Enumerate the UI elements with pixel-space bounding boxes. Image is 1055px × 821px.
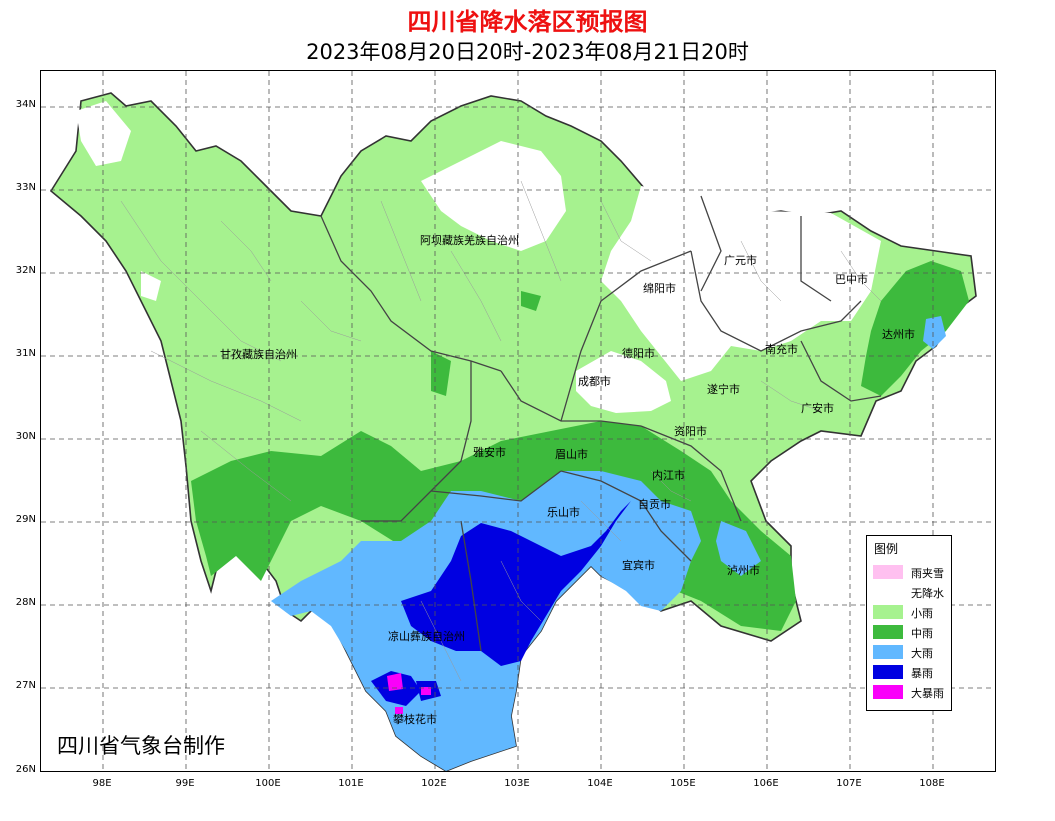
extreme-rain-3: [395, 707, 403, 714]
legend-swatch: [873, 565, 903, 579]
city-label-guangyuan: 广元市: [724, 254, 757, 267]
lat-label-34: 34N: [15, 99, 36, 110]
city-label-meishan: 眉山市: [555, 448, 588, 461]
graticule: [41, 71, 995, 771]
city-label-luzhou: 泸州市: [727, 564, 760, 577]
moderate-rain-patch-1: [521, 291, 541, 311]
city-label-ganzi: 甘孜藏族自治州: [220, 348, 297, 361]
legend-label: 无降水: [911, 587, 944, 600]
issuer-credit: 四川省气象台制作: [57, 734, 225, 758]
city-label-neijiang: 内江市: [652, 469, 685, 482]
lat-label-32: 32N: [15, 265, 36, 276]
no-rain-west-2: [141, 271, 161, 301]
legend-item-extreme-rainstorm: 大暴雨: [873, 683, 953, 701]
city-label-ziyang: 资阳市: [674, 425, 707, 438]
lon-label-100: 100E: [255, 778, 281, 789]
city-label-panzhihua: 攀枝花市: [393, 713, 437, 726]
city-label-deyang: 德阳市: [622, 347, 655, 360]
city-label-mianyang: 绵阳市: [643, 282, 676, 295]
city-label-dazhou: 达州市: [882, 328, 915, 341]
city-label-yaan: 雅安市: [473, 446, 506, 459]
lat-label-28: 28N: [15, 597, 36, 608]
lon-label-107: 107E: [836, 778, 862, 789]
forecast-period: 2023年08月20日20时-2023年08月21日20时: [306, 40, 749, 64]
lon-label-108: 108E: [919, 778, 945, 789]
precipitation-map: [41, 71, 995, 771]
legend-swatch: [873, 645, 903, 659]
city-label-suining: 遂宁市: [707, 383, 740, 396]
legend-swatch: [873, 605, 903, 619]
lat-label-30: 30N: [15, 431, 36, 442]
legend-label: 大雨: [911, 647, 933, 660]
county-borders: [120, 180, 882, 682]
legend-label: 大暴雨: [911, 687, 944, 700]
legend-label: 小雨: [911, 607, 933, 620]
legend-item-no-rain: 无降水: [873, 583, 953, 601]
lat-label-33: 33N: [15, 182, 36, 193]
city-label-bazhong: 巴中市: [835, 273, 868, 286]
legend-item-moderate-rain: 中雨: [873, 623, 953, 641]
extreme-rain-2: [421, 687, 431, 695]
lon-label-104: 104E: [587, 778, 613, 789]
lon-label-99: 99E: [175, 778, 195, 789]
legend-item-heavy-rain: 大雨: [873, 643, 953, 661]
lon-label-102: 102E: [421, 778, 447, 789]
legend-title: 图例: [874, 542, 899, 556]
moderate-rain-east: [861, 261, 969, 396]
lon-label-103: 103E: [504, 778, 530, 789]
lon-label-101: 101E: [338, 778, 364, 789]
city-label-yibin: 宜宾市: [622, 559, 655, 572]
lon-label-106: 106E: [753, 778, 779, 789]
no-rain-north: [421, 141, 566, 251]
map-title: 四川省降水落区预报图: [407, 8, 648, 36]
no-rain-northeast: [601, 186, 881, 381]
city-label-chengdu: 成都市: [578, 375, 611, 388]
lat-label-31: 31N: [15, 348, 36, 359]
no-rain-west: [76, 101, 131, 166]
map-panel: [40, 70, 996, 772]
legend-swatch: [873, 685, 903, 699]
city-label-nanchong: 南充市: [765, 343, 798, 356]
lon-label-105: 105E: [670, 778, 696, 789]
legend-swatch: [873, 585, 903, 599]
city-label-liangshan: 凉山彝族自治州: [388, 630, 465, 643]
heavy-rain-east: [923, 316, 946, 349]
legend-label: 中雨: [911, 627, 933, 640]
lat-label-26: 26N: [15, 764, 36, 775]
moderate-rain-patch-2: [431, 351, 451, 396]
city-label-leshan: 乐山市: [547, 506, 580, 519]
legend-label: 暴雨: [911, 667, 933, 680]
legend-item-light-rain: 小雨: [873, 603, 953, 621]
heavy-rain-luzhou: [716, 521, 761, 576]
legend-label: 雨夹雪: [911, 567, 944, 580]
city-label-aba: 阿坝藏族羌族自治州: [420, 234, 519, 247]
lon-label-98: 98E: [92, 778, 112, 789]
moderate-rain-south: [191, 421, 796, 631]
map-legend: 图例 雨夹雪 无降水 小雨 中雨 大雨 暴雨 大暴雨: [866, 535, 952, 711]
no-rain-chengdu: [576, 351, 671, 413]
lat-label-29: 29N: [15, 514, 36, 525]
legend-item-rainstorm: 暴雨: [873, 663, 953, 681]
city-label-guangan: 广安市: [801, 402, 834, 415]
legend-swatch: [873, 625, 903, 639]
extreme-rain-1: [387, 673, 403, 691]
rainstorm-area: [401, 501, 631, 666]
legend-item-sleet: 雨夹雪: [873, 563, 953, 581]
legend-swatch: [873, 665, 903, 679]
lat-label-27: 27N: [15, 680, 36, 691]
city-label-zigong: 自贡市: [638, 498, 671, 511]
